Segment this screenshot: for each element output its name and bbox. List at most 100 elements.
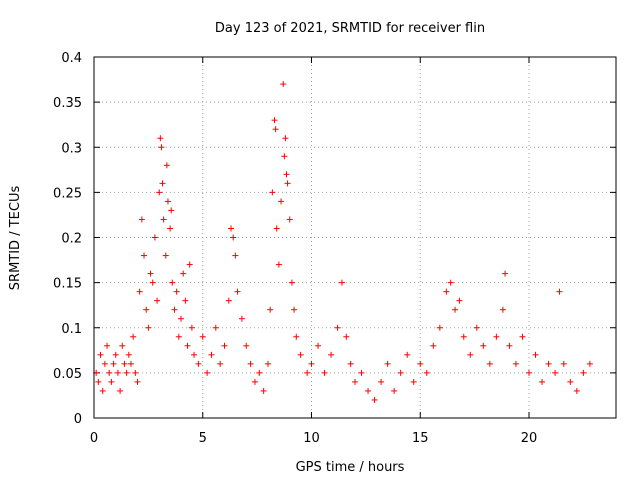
data-point [315, 342, 322, 349]
data-point [121, 360, 128, 367]
x-tick-label: 5 [199, 431, 207, 446]
data-point [506, 342, 513, 349]
data-point [519, 333, 526, 340]
data-point [147, 270, 154, 277]
data-point [384, 360, 391, 367]
data-point [343, 333, 350, 340]
data-point [169, 279, 176, 286]
data-point [272, 126, 279, 133]
data-point [145, 324, 152, 331]
data-point [104, 342, 111, 349]
data-point [228, 225, 235, 232]
data-point [138, 216, 145, 223]
y-axis-label: SRMTID / TECUs [8, 186, 23, 291]
y-tick-label: 0.25 [53, 186, 82, 201]
data-point [191, 351, 198, 358]
data-point [293, 333, 300, 340]
data-point [338, 279, 345, 286]
data-point [175, 333, 182, 340]
data-point [164, 198, 171, 205]
plot-frame [93, 56, 617, 419]
data-point [119, 342, 126, 349]
data-point [123, 369, 130, 376]
data-point [352, 378, 358, 385]
data-point [452, 306, 459, 313]
data-point [586, 360, 593, 367]
x-axis-label: GPS time / hours [296, 460, 405, 475]
data-point [291, 306, 298, 313]
data-point [158, 144, 165, 151]
data-point [347, 360, 354, 367]
data-point [238, 315, 245, 322]
data-point [110, 360, 117, 367]
data-point [247, 360, 254, 367]
data-point [95, 378, 102, 385]
data-point [234, 288, 241, 295]
data-point [271, 117, 278, 124]
data-point [430, 342, 437, 349]
data-point [112, 351, 119, 358]
data-point [256, 369, 263, 376]
data-point [282, 135, 289, 142]
data-point [467, 351, 474, 358]
data-point [567, 378, 574, 385]
data-point [114, 369, 121, 376]
data-point [143, 306, 150, 313]
data-point [284, 180, 291, 187]
data-point [199, 333, 206, 340]
data-point [178, 315, 184, 322]
y-tick-label: 0.15 [53, 277, 82, 292]
y-tick-label: 0 [74, 412, 82, 427]
data-point [308, 360, 315, 367]
data-point [288, 279, 295, 286]
data-point [423, 369, 430, 376]
data-point [378, 378, 385, 385]
grid [94, 57, 616, 418]
data-point [163, 162, 170, 169]
data-point [232, 252, 239, 259]
x-tick-label: 20 [521, 431, 538, 446]
data-point [526, 369, 532, 376]
data-point [273, 225, 280, 232]
data-point [168, 207, 175, 214]
y-tick-label: 0.4 [61, 51, 82, 66]
data-point [545, 360, 552, 367]
data-point [480, 342, 487, 349]
data-point [267, 306, 274, 313]
x-tick-label: 15 [412, 431, 429, 446]
data-point [171, 306, 178, 313]
data-point [230, 234, 237, 241]
data-point [173, 288, 180, 295]
data-point [208, 351, 215, 358]
data-point [410, 378, 417, 385]
data-point [134, 378, 141, 385]
data-point [493, 333, 500, 340]
data-point [159, 180, 166, 187]
data-point [275, 261, 282, 268]
data-point [443, 288, 450, 295]
data-point [278, 198, 285, 205]
data-point [283, 171, 290, 178]
data-point [182, 297, 189, 304]
y-tick-label: 0.3 [61, 141, 82, 156]
data-point [132, 369, 139, 376]
data-point [130, 333, 137, 340]
data-point [186, 261, 193, 268]
data-point [101, 360, 108, 367]
data-point [460, 333, 467, 340]
data-point [436, 324, 443, 331]
data-point [108, 378, 115, 385]
data-point [473, 324, 480, 331]
data-point [157, 135, 164, 142]
data-point [404, 351, 411, 358]
data-point [580, 369, 587, 376]
data-point [365, 387, 372, 394]
data-point [280, 81, 287, 88]
data-point [141, 252, 148, 259]
data-point [447, 279, 454, 286]
data-point [539, 378, 546, 385]
data-point [125, 351, 132, 358]
data-point [212, 324, 219, 331]
data-point [106, 369, 113, 376]
